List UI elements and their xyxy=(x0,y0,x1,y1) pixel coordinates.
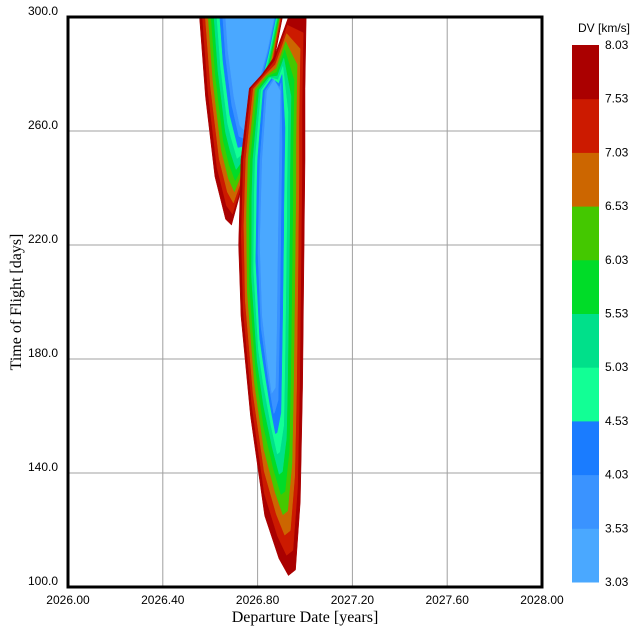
colorbar-swatch xyxy=(572,45,599,100)
x-axis-title: Departure Date [years] xyxy=(232,609,379,626)
y-tick-label: 100.0 xyxy=(28,574,58,588)
colorbar-swatch xyxy=(572,528,599,583)
y-tick-label: 260.0 xyxy=(28,118,58,132)
y-tick-label: 140.0 xyxy=(28,460,58,474)
colorbar-swatch xyxy=(572,367,599,422)
colorbar-tick-label: 4.53 xyxy=(605,414,629,428)
colorbar-swatch xyxy=(572,98,599,153)
x-tick-label: 2026.00 xyxy=(46,593,90,607)
x-tick-label: 2028.00 xyxy=(520,593,564,607)
y-tick-labels: 100.0 140.0 180.0 220.0 260.0 300.0 xyxy=(28,4,58,588)
colorbar-swatch xyxy=(572,206,599,261)
lower-region-band-0 xyxy=(259,79,281,394)
colorbar-tick-label: 8.03 xyxy=(605,38,629,52)
colorbar-tick-label: 7.53 xyxy=(605,92,629,106)
contour-regions xyxy=(199,17,307,576)
colorbar-tick-label: 6.03 xyxy=(605,253,629,267)
colorbar-swatch xyxy=(572,420,599,476)
colorbar-title: DV [km/s] xyxy=(578,21,630,35)
y-axis-title: Time of Flight [days] xyxy=(8,234,25,371)
x-tick-label: 2026.40 xyxy=(141,593,185,607)
colorbar-tick-label: 6.53 xyxy=(605,199,629,213)
colorbar-swatch xyxy=(572,259,599,314)
colorbar-tick-label: 5.03 xyxy=(605,360,629,374)
x-tick-labels: 2026.00 2026.40 2026.80 2027.20 2027.60 2028.… xyxy=(46,593,564,607)
x-tick-label: 2027.60 xyxy=(426,593,470,607)
colorbar-tick-label: 4.03 xyxy=(605,468,629,482)
colorbar-tick-label: 5.53 xyxy=(605,307,629,321)
colorbar-tick-label: 3.03 xyxy=(605,575,629,589)
colorbar-tick-label: 3.53 xyxy=(605,521,629,535)
x-tick-label: 2027.20 xyxy=(331,593,375,607)
plot-frame xyxy=(66,15,544,589)
colorbar: 3.03 3.53 4.03 4.53 5.03 5.53 6.03 6.53 7.03 7.53… xyxy=(572,38,629,589)
colorbar-swatch xyxy=(572,313,599,368)
y-tick-label: 180.0 xyxy=(28,346,58,360)
x-tick-label: 2026.80 xyxy=(236,593,280,607)
y-tick-label: 220.0 xyxy=(28,232,58,246)
colorbar-tick-label: 7.03 xyxy=(605,145,629,159)
y-tick-label: 300.0 xyxy=(28,4,58,18)
colorbar-swatch xyxy=(572,152,599,207)
colorbar-swatch xyxy=(572,474,599,529)
